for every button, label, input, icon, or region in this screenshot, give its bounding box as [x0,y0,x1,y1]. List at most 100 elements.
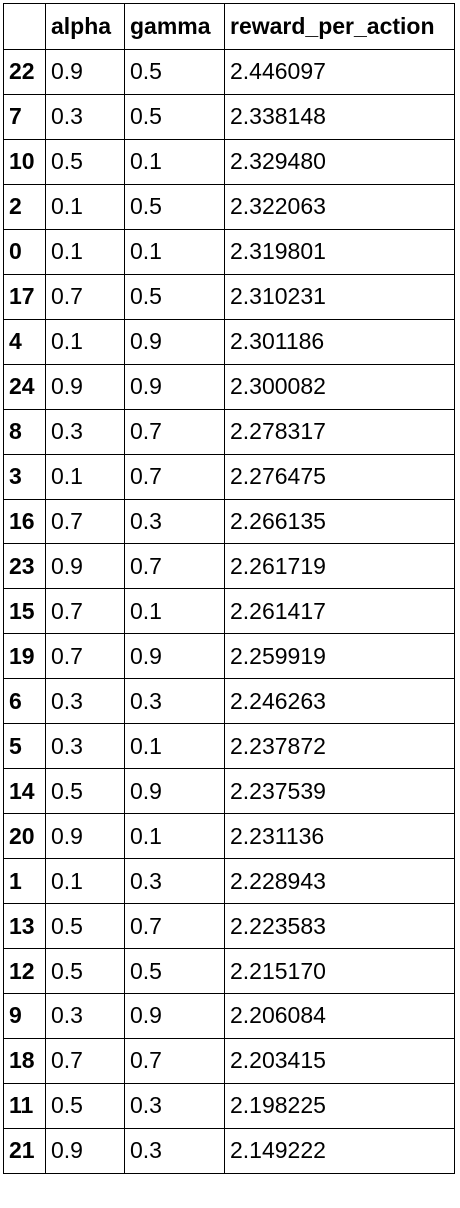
alpha-cell: 0.7 [45,1037,125,1084]
reward-per-action-cell: 2.259919 [224,633,455,680]
reward-per-action-cell: 2.300082 [224,363,455,410]
reward-per-action-cell: 2.237539 [224,768,455,815]
header-index [3,3,46,50]
row-index: 5 [3,723,46,770]
alpha-cell: 0.9 [45,1127,125,1174]
row-index: 4 [3,318,46,365]
alpha-cell: 0.9 [45,543,125,590]
row-index: 17 [3,273,46,320]
gamma-cell: 0.3 [124,498,225,545]
table-body: 22 0.9 0.5 2.446097 7 0.3 0.5 2.338148 10 0.5 0.1 2… [3,49,455,1174]
table-row: 17 0.7 0.5 2.310231 [3,273,455,320]
table-header: alpha gamma reward_per_action [3,3,455,50]
table-row: 15 0.7 0.1 2.261417 [3,588,455,635]
row-index: 7 [3,93,46,140]
gamma-cell: 0.3 [124,858,225,905]
table-row: 22 0.9 0.5 2.446097 [3,49,455,95]
reward-per-action-cell: 2.246263 [224,678,455,725]
header-row: alpha gamma reward_per_action [3,3,455,50]
table-row: 7 0.3 0.5 2.338148 [3,93,455,140]
row-index: 13 [3,903,46,950]
table-row: 11 0.5 0.3 2.198225 [3,1082,455,1129]
reward-per-action-cell: 2.446097 [224,49,455,95]
dataframe-container: alpha gamma reward_per_action 22 0.9 0.5 2.… [3,3,455,1174]
gamma-cell: 0.3 [124,1127,225,1174]
header-gamma: gamma [124,3,225,50]
gamma-cell: 0.7 [124,543,225,590]
reward-per-action-cell: 2.261417 [224,588,455,635]
alpha-cell: 0.1 [45,228,125,275]
reward-per-action-cell: 2.322063 [224,183,455,230]
reward-per-action-cell: 2.215170 [224,948,455,995]
row-index: 20 [3,813,46,860]
alpha-cell: 0.3 [45,723,125,770]
row-index: 11 [3,1082,46,1129]
table-row: 5 0.3 0.1 2.237872 [3,723,455,770]
reward-per-action-cell: 2.278317 [224,408,455,455]
table-row: 24 0.9 0.9 2.300082 [3,363,455,410]
gamma-cell: 0.9 [124,768,225,815]
alpha-cell: 0.3 [45,993,125,1039]
row-index: 3 [3,453,46,500]
alpha-cell: 0.5 [45,138,125,185]
table-row: 8 0.3 0.7 2.278317 [3,408,455,455]
gamma-cell: 0.1 [124,588,225,635]
reward-per-action-cell: 2.266135 [224,498,455,545]
gamma-cell: 0.9 [124,363,225,410]
alpha-cell: 0.9 [45,363,125,410]
gamma-cell: 0.5 [124,273,225,320]
reward-per-action-cell: 2.301186 [224,318,455,365]
row-index: 12 [3,948,46,995]
gamma-cell: 0.7 [124,1037,225,1084]
reward-per-action-cell: 2.223583 [224,903,455,950]
table-row: 18 0.7 0.7 2.203415 [3,1037,455,1084]
alpha-cell: 0.1 [45,183,125,230]
gamma-cell: 0.5 [124,948,225,995]
gamma-cell: 0.5 [124,183,225,230]
gamma-cell: 0.1 [124,723,225,770]
row-index: 22 [3,49,46,95]
reward-per-action-cell: 2.319801 [224,228,455,275]
reward-per-action-cell: 2.237872 [224,723,455,770]
reward-per-action-cell: 2.310231 [224,273,455,320]
reward-per-action-cell: 2.231136 [224,813,455,860]
row-index: 24 [3,363,46,410]
reward-per-action-cell: 2.329480 [224,138,455,185]
alpha-cell: 0.3 [45,408,125,455]
table-row: 12 0.5 0.5 2.215170 [3,948,455,995]
alpha-cell: 0.5 [45,1082,125,1129]
table-row: 13 0.5 0.7 2.223583 [3,903,455,950]
alpha-cell: 0.7 [45,588,125,635]
header-reward-per-action: reward_per_action [224,3,455,50]
alpha-cell: 0.3 [45,678,125,725]
row-index: 1 [3,858,46,905]
row-index: 2 [3,183,46,230]
reward-per-action-cell: 2.338148 [224,93,455,140]
gamma-cell: 0.9 [124,993,225,1039]
gamma-cell: 0.3 [124,678,225,725]
row-index: 6 [3,678,46,725]
row-index: 21 [3,1127,46,1174]
row-index: 19 [3,633,46,680]
table-row: 23 0.9 0.7 2.261719 [3,543,455,590]
alpha-cell: 0.5 [45,948,125,995]
row-index: 10 [3,138,46,185]
table-row: 6 0.3 0.3 2.246263 [3,678,455,725]
table-row: 2 0.1 0.5 2.322063 [3,183,455,230]
alpha-cell: 0.7 [45,273,125,320]
header-alpha: alpha [45,3,125,50]
table-row: 0 0.1 0.1 2.319801 [3,228,455,275]
reward-per-action-cell: 2.206084 [224,993,455,1039]
reward-per-action-cell: 2.203415 [224,1037,455,1084]
row-index: 23 [3,543,46,590]
table-row: 16 0.7 0.3 2.266135 [3,498,455,545]
reward-per-action-cell: 2.228943 [224,858,455,905]
row-index: 18 [3,1037,46,1084]
gamma-cell: 0.1 [124,228,225,275]
alpha-cell: 0.7 [45,498,125,545]
row-index: 8 [3,408,46,455]
gamma-cell: 0.9 [124,633,225,680]
reward-per-action-cell: 2.149222 [224,1127,455,1174]
alpha-cell: 0.9 [45,49,125,95]
reward-per-action-cell: 2.198225 [224,1082,455,1129]
